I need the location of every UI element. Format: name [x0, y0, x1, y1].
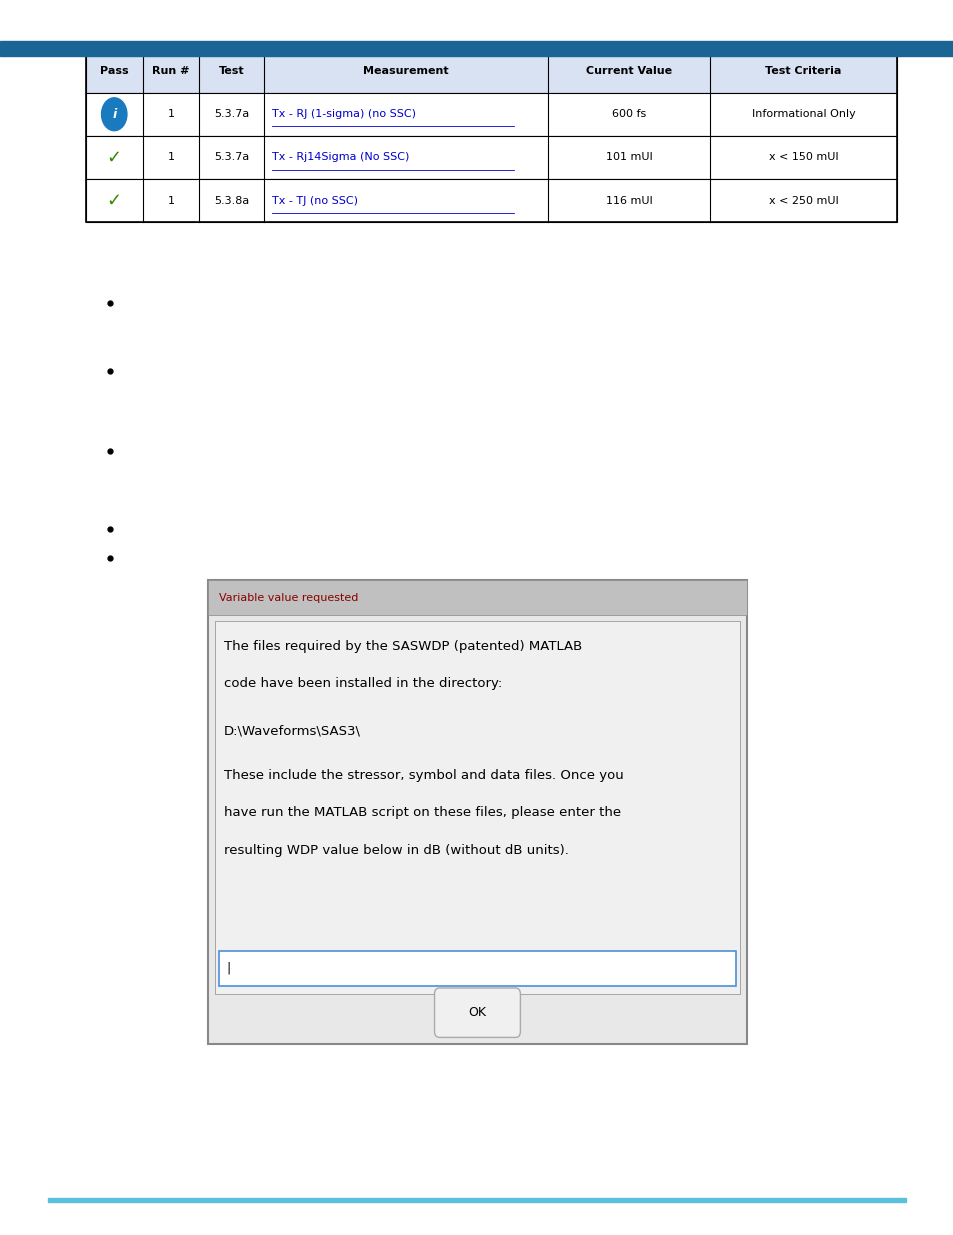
Text: D:\Waveforms\SAS3\: D:\Waveforms\SAS3\ — [224, 725, 361, 739]
Text: Measurement: Measurement — [363, 65, 449, 77]
Bar — [214, 621, 740, 994]
Text: x < 250 mUI: x < 250 mUI — [768, 195, 838, 206]
Text: OK: OK — [468, 1007, 486, 1019]
Text: have run the MATLAB script on these files, please enter the: have run the MATLAB script on these file… — [224, 806, 620, 820]
Text: The files required by the SASWDP (patented) MATLAB: The files required by the SASWDP (patent… — [224, 640, 582, 653]
Bar — [86, 49, 896, 93]
Bar — [48, 1198, 905, 1202]
Text: 1: 1 — [168, 152, 174, 163]
Bar — [86, 179, 896, 222]
Bar — [208, 580, 746, 615]
Text: These include the stressor, symbol and data files. Once you: These include the stressor, symbol and d… — [224, 769, 623, 783]
Text: Tx - RJ (1-sigma) (no SSC): Tx - RJ (1-sigma) (no SSC) — [273, 109, 416, 120]
Bar — [86, 93, 896, 136]
Text: Tx - TJ (no SSC): Tx - TJ (no SSC) — [273, 195, 358, 206]
Text: 116 mUI: 116 mUI — [605, 195, 652, 206]
Text: 1: 1 — [168, 195, 174, 206]
Text: 1: 1 — [168, 109, 174, 120]
Bar — [219, 951, 735, 986]
Text: Current Value: Current Value — [585, 65, 672, 77]
Text: Tx - Rj14Sigma (No SSC): Tx - Rj14Sigma (No SSC) — [273, 152, 409, 163]
Text: ✓: ✓ — [107, 148, 122, 167]
Text: Run #: Run # — [152, 65, 190, 77]
Bar — [86, 49, 896, 222]
Text: i: i — [112, 107, 116, 121]
Bar — [208, 580, 746, 1044]
Text: Test Criteria: Test Criteria — [764, 65, 841, 77]
Text: x < 150 mUI: x < 150 mUI — [768, 152, 838, 163]
Bar — [86, 136, 896, 179]
Text: 600 fs: 600 fs — [612, 109, 645, 120]
Text: 5.3.7a: 5.3.7a — [214, 109, 249, 120]
Text: resulting WDP value below in dB (without dB units).: resulting WDP value below in dB (without… — [224, 844, 569, 857]
Text: ✓: ✓ — [107, 191, 122, 210]
Circle shape — [101, 98, 127, 131]
Text: 101 mUI: 101 mUI — [605, 152, 652, 163]
Text: 5.3.7a: 5.3.7a — [214, 152, 249, 163]
Text: Variable value requested: Variable value requested — [219, 593, 358, 603]
Bar — [0, 41, 953, 56]
FancyBboxPatch shape — [434, 988, 520, 1037]
Text: 5.3.8a: 5.3.8a — [214, 195, 249, 206]
Text: code have been installed in the directory:: code have been installed in the director… — [224, 677, 502, 690]
Text: Pass: Pass — [100, 65, 129, 77]
Text: Informational Only: Informational Only — [751, 109, 855, 120]
Text: |: | — [226, 962, 230, 974]
Text: Test: Test — [219, 65, 244, 77]
